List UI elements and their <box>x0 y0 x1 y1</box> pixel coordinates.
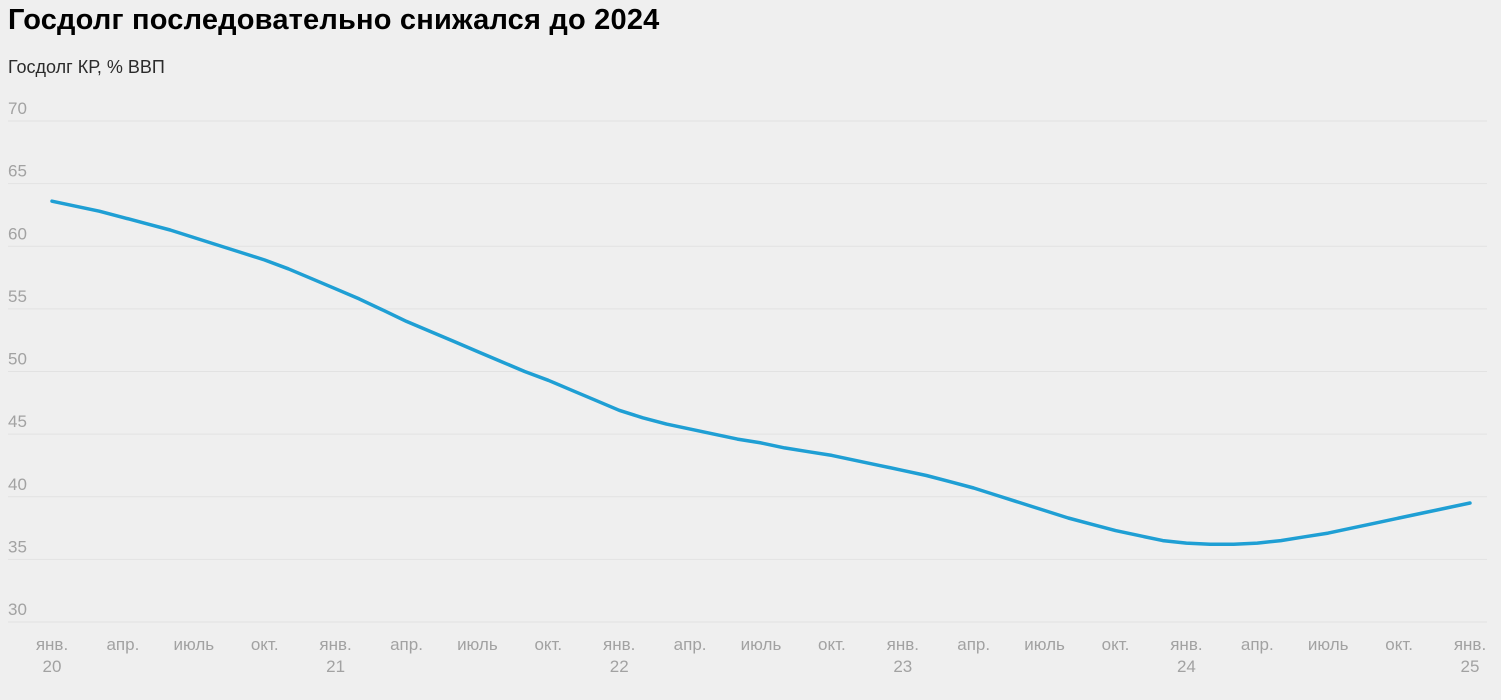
x-tick-month-label: июль <box>457 635 498 654</box>
x-tick-month-label: янв. <box>887 635 919 654</box>
debt-line-series <box>50 199 1472 547</box>
y-tick-label: 50 <box>8 350 27 369</box>
gridlines <box>8 120 1487 623</box>
y-tick-label: 30 <box>8 600 27 619</box>
x-tick-year-label: 25 <box>1461 657 1480 676</box>
x-tick-month-label: июль <box>1024 635 1065 654</box>
x-tick-month-label: янв. <box>36 635 68 654</box>
x-tick-month-label: апр. <box>1241 635 1274 654</box>
x-tick-month-label: янв. <box>1454 635 1486 654</box>
x-tick-year-label: 22 <box>610 657 629 676</box>
x-tick-month-label: июль <box>1308 635 1349 654</box>
x-tick-year-label: 20 <box>43 657 62 676</box>
chart-title: Госдолг последовательно снижался до 2024 <box>8 4 660 36</box>
x-tick-month-label: апр. <box>957 635 990 654</box>
y-tick-label: 55 <box>8 287 27 306</box>
y-tick-label: 65 <box>8 162 27 181</box>
x-tick-month-label: янв. <box>1170 635 1202 654</box>
x-tick-month-label: окт. <box>534 635 562 654</box>
x-tick-year-label: 24 <box>1177 657 1196 676</box>
x-tick-month-label: янв. <box>319 635 351 654</box>
x-tick-month-label: окт. <box>251 635 279 654</box>
y-tick-label: 45 <box>8 412 27 431</box>
x-tick-month-label: окт. <box>1102 635 1130 654</box>
x-axis-labels: янв. 20 апр. июль окт. янв. 21 апр. июль окт. янв.… <box>36 635 1486 676</box>
x-tick-month-label: апр. <box>390 635 423 654</box>
y-axis-labels: 30 35 40 45 50 55 60 65 70 <box>8 99 27 619</box>
x-tick-year-label: 21 <box>326 657 345 676</box>
y-tick-label: 70 <box>8 99 27 118</box>
x-tick-month-label: янв. <box>603 635 635 654</box>
y-tick-label: 35 <box>8 537 27 556</box>
x-tick-month-label: июль <box>173 635 214 654</box>
y-tick-label: 40 <box>8 475 27 494</box>
x-tick-month-label: окт. <box>818 635 846 654</box>
x-tick-month-label: апр. <box>106 635 139 654</box>
x-tick-month-label: июль <box>741 635 782 654</box>
x-tick-month-label: окт. <box>1385 635 1413 654</box>
chart-subtitle: Госдолг КР, % ВВП <box>8 57 165 77</box>
y-tick-label: 60 <box>8 224 27 243</box>
x-tick-year-label: 23 <box>893 657 912 676</box>
x-tick-month-label: апр. <box>674 635 707 654</box>
